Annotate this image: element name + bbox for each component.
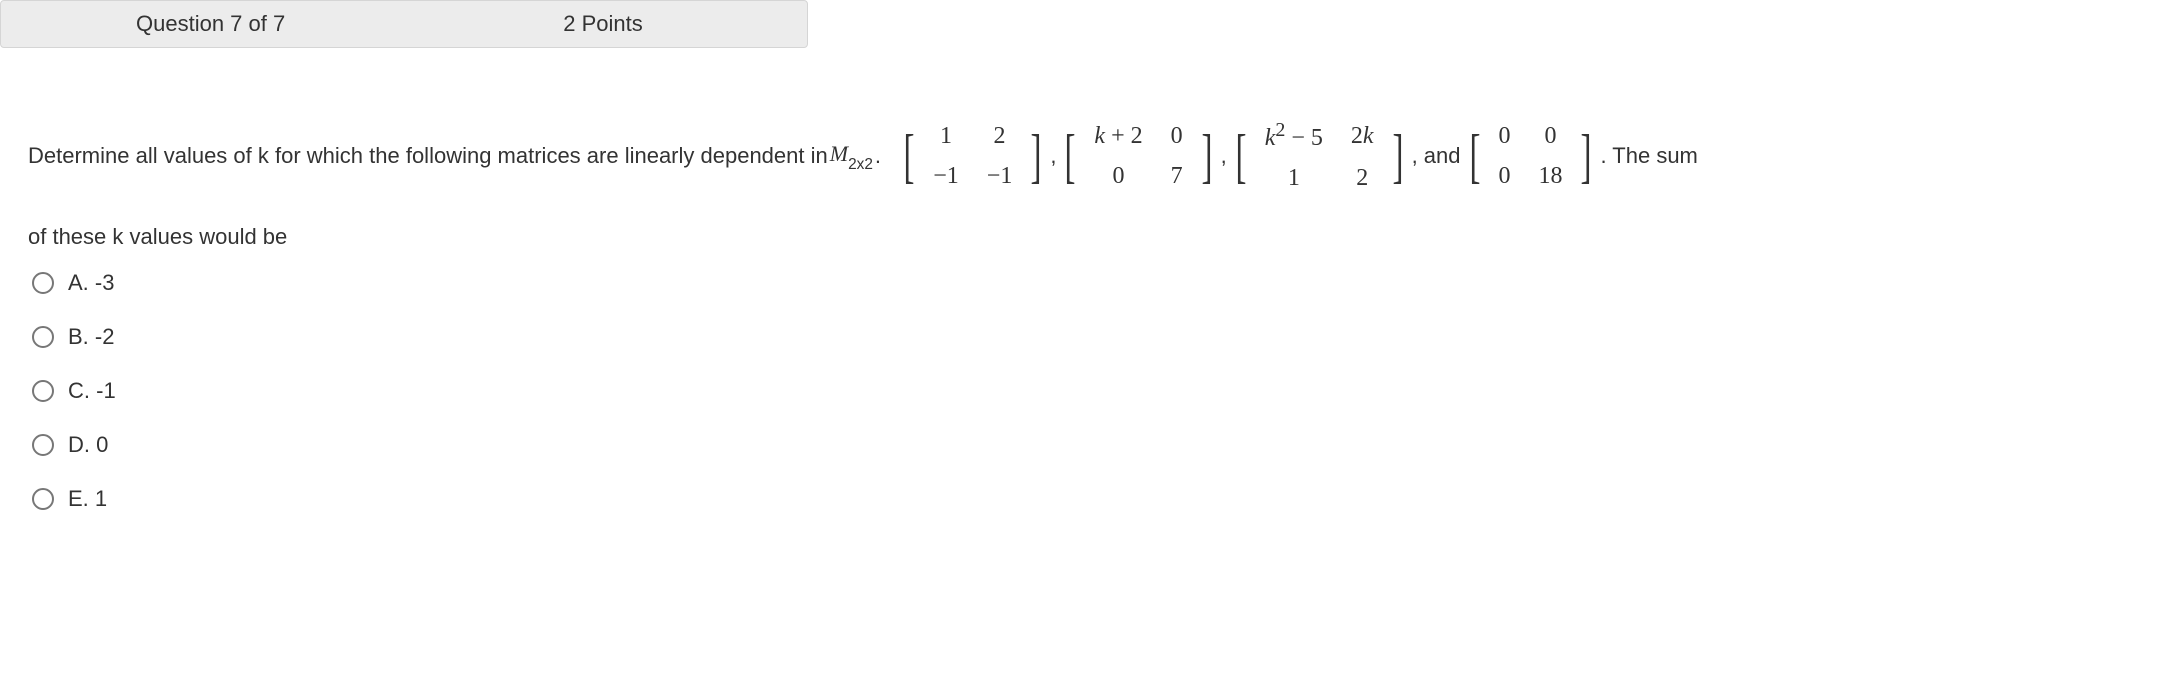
question-header: Question 7 of 7 2 Points — [0, 0, 808, 48]
separator-and: , and — [1412, 139, 1461, 172]
answer-options: A. -3 B. -2 C. -1 D. 0 E. 1 — [28, 256, 2154, 526]
question-line2: of these k values would be — [28, 224, 2154, 250]
matrix-2: [ k + 2 0 0 7 ] — [1060, 116, 1216, 196]
question-points: 2 Points — [563, 11, 643, 37]
option-b-label: B. -2 — [68, 324, 114, 350]
separator-2: , — [1221, 139, 1227, 172]
radio-icon[interactable] — [32, 326, 54, 348]
matrix-1-r2c1: −1 — [919, 156, 973, 196]
matrix-2-r2c1: 0 — [1080, 156, 1156, 196]
matrix-4: [ 0 0 0 18 ] — [1465, 116, 1597, 196]
radio-icon[interactable] — [32, 434, 54, 456]
option-a-label: A. -3 — [68, 270, 114, 296]
radio-icon[interactable] — [32, 272, 54, 294]
question-prompt: Determine all values of k for which the … — [28, 113, 2154, 198]
matrix-4-r1c1: 0 — [1484, 116, 1524, 156]
matrix-3-r2c2: 2 — [1337, 158, 1388, 198]
option-e[interactable]: E. 1 — [28, 472, 2154, 526]
matrix-1-r1c1: 1 — [919, 116, 973, 156]
option-d-label: D. 0 — [68, 432, 108, 458]
option-c[interactable]: C. -1 — [28, 364, 2154, 418]
matrix-4-r2c1: 0 — [1484, 156, 1524, 196]
matrix-2-r1c2: 0 — [1157, 116, 1197, 156]
matrix-1: [ 1 2 −1 −1 ] — [899, 116, 1046, 196]
option-d[interactable]: D. 0 — [28, 418, 2154, 472]
matrix-1-r2c2: −1 — [973, 156, 1027, 196]
matrix-3: [ k2 − 5 2k 1 2 ] — [1231, 113, 1408, 198]
question-body: Determine all values of k for which the … — [0, 113, 2182, 526]
matrix-1-r1c2: 2 — [973, 116, 1027, 156]
option-c-label: C. -1 — [68, 378, 116, 404]
radio-icon[interactable] — [32, 488, 54, 510]
question-space-symbol: M2x2 — [830, 137, 873, 174]
matrix-4-r2c2: 18 — [1524, 156, 1576, 196]
question-dot: . — [875, 139, 881, 172]
option-e-label: E. 1 — [68, 486, 107, 512]
question-number: Question 7 of 7 — [136, 11, 285, 37]
question-tail: . The sum — [1600, 139, 1697, 172]
matrix-2-r1c1: k + 2 — [1080, 116, 1156, 156]
option-b[interactable]: B. -2 — [28, 310, 2154, 364]
separator-1: , — [1050, 139, 1056, 172]
matrix-2-r2c2: 7 — [1157, 156, 1197, 196]
matrix-3-r1c2: 2k — [1337, 113, 1388, 158]
matrix-3-r2c1: 1 — [1251, 158, 1337, 198]
option-a[interactable]: A. -3 — [28, 256, 2154, 310]
question-intro-text: Determine all values of k for which the … — [28, 139, 828, 172]
matrix-4-r1c2: 0 — [1524, 116, 1576, 156]
radio-icon[interactable] — [32, 380, 54, 402]
matrix-3-r1c1: k2 − 5 — [1251, 113, 1337, 158]
